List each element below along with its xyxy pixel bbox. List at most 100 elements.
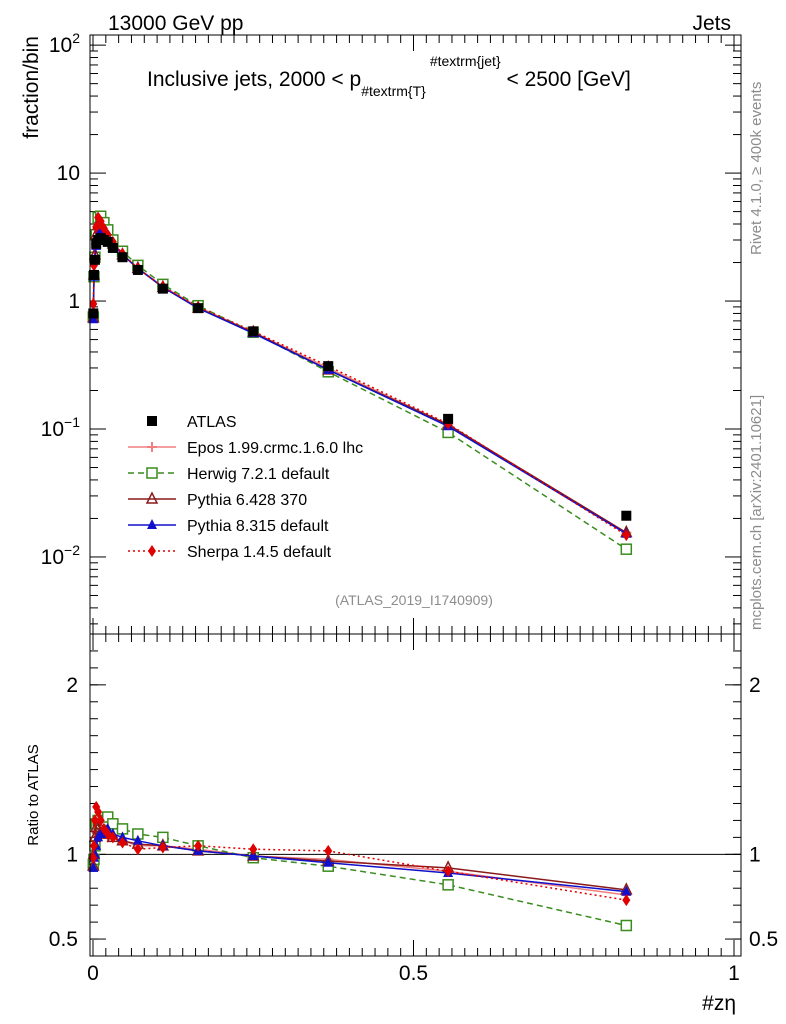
y-tick-label: 10	[57, 162, 80, 185]
data-point	[193, 303, 204, 314]
legend-entry: Herwig 7.2.1 default	[128, 466, 330, 483]
y-tick-exponent: −1	[64, 414, 80, 430]
data-point	[620, 919, 633, 932]
ratio-y-axis-label: Ratio to ATLAS	[25, 744, 42, 845]
data-point	[442, 879, 454, 891]
legend-label: Sherpa 1.4.5 default	[187, 544, 332, 561]
series-line	[92, 223, 627, 534]
data-point	[147, 416, 157, 426]
ratio-y-tick-label: 1	[66, 843, 78, 866]
series-pythia-6-428-370	[87, 217, 633, 538]
rivet-version: Rivet 4.1.0, ≥ 400k events	[748, 82, 765, 255]
legend-entry: ATLAS	[147, 414, 237, 431]
ratio-line	[92, 806, 627, 901]
data-point	[148, 545, 156, 557]
data-point	[147, 442, 157, 452]
analysis-watermark: (ATLAS_2019_I1740909)	[335, 592, 493, 608]
data-point	[89, 851, 98, 864]
data-point	[249, 843, 258, 856]
ratio-y-tick-label: 2	[66, 674, 78, 697]
data-point	[118, 836, 127, 849]
data-point	[89, 819, 103, 832]
ratio-series-herwig-7-2-1-default	[87, 811, 633, 932]
data-point	[94, 805, 103, 818]
y-tick-base: 10	[49, 34, 72, 57]
x-axis-label: #zη	[702, 992, 736, 1015]
legend-entry: Pythia 6.428 370	[128, 491, 307, 509]
ratio-y-tick-label-right: 1	[749, 843, 761, 866]
ratio-y-tick-label-right: 0.5	[749, 928, 778, 951]
data-point	[622, 529, 631, 542]
data-point	[323, 361, 334, 372]
data-point	[88, 308, 99, 319]
data-point	[96, 814, 105, 827]
y-tick-label: 1	[68, 290, 80, 313]
data-point	[89, 254, 100, 265]
y-tick-label: 10−1	[41, 414, 81, 441]
data-point	[89, 839, 98, 852]
data-point	[157, 283, 168, 294]
data-point	[621, 510, 632, 521]
ratio-y-tick-label: 0.5	[49, 928, 78, 951]
legend-label: Pythia 6.428 370	[187, 492, 307, 509]
data-point	[133, 843, 142, 856]
title-superscript: #textrm{jet}	[430, 53, 501, 69]
y-tick-label: 10−2	[41, 542, 81, 569]
data-point	[248, 326, 259, 337]
data-point	[145, 491, 159, 504]
ratio-ticks: 2 2 1 1 0.5 0.5 0 0.5 1	[49, 634, 778, 985]
y-axis-label: fraction/bin	[20, 36, 43, 139]
mcplots-credit: mcplots.cern.ch [arXiv:2401.10621]	[748, 395, 765, 630]
data-point	[621, 885, 632, 896]
data-point	[132, 264, 143, 275]
ratio-frame	[89, 633, 742, 957]
data-point	[92, 220, 101, 233]
header-category: Jets	[692, 12, 731, 35]
ratio-series	[87, 800, 633, 932]
data-point	[89, 297, 98, 310]
data-point	[117, 252, 128, 263]
ratio-line	[92, 815, 627, 927]
legend-label: Pythia 8.315 default	[187, 518, 329, 535]
legend: ATLAS Epos 1.99.crmc.1.6.0 lhc Herwig 7.2.…	[128, 414, 363, 561]
data-point	[443, 413, 454, 424]
data-point	[102, 236, 113, 247]
y-tick-exponent: −2	[64, 542, 80, 558]
data-point	[117, 831, 128, 842]
data-point	[146, 467, 158, 479]
ratio-line	[92, 827, 627, 893]
data-point	[107, 242, 118, 253]
data-point	[99, 222, 108, 235]
series-line	[92, 215, 627, 536]
y-tick-base: 10	[41, 546, 64, 569]
legend-entry: Sherpa 1.4.5 default	[128, 544, 332, 561]
y-tick-exponent: 2	[72, 30, 80, 46]
legend-label: Herwig 7.2.1 default	[187, 466, 330, 483]
data-point	[132, 834, 143, 845]
data-point	[324, 844, 333, 857]
data-point	[194, 839, 203, 852]
data-point	[158, 841, 167, 854]
title-subscript: #textrm{T}	[361, 83, 426, 99]
data-point	[444, 865, 453, 878]
data-point	[90, 814, 99, 827]
series-atlas	[88, 233, 632, 521]
data-point	[622, 894, 631, 907]
ratio-series-sherpa-1-4-5-default	[89, 800, 631, 907]
ratio-line	[92, 825, 627, 891]
plot-title: Inclusive jets, 2000 < p#textrm{T}#textr…	[147, 53, 631, 99]
series-sherpa-1-4-5-default	[89, 211, 631, 542]
legend-label: ATLAS	[187, 414, 237, 431]
main-series	[87, 210, 633, 555]
legend-label: Epos 1.99.crmc.1.6.0 lhc	[187, 440, 363, 457]
legend-entry: Pythia 8.315 default	[128, 518, 329, 535]
ratio-series-epos-1-99-crmc-1-6-0-lhc	[88, 815, 632, 900]
legend-entry: Epos 1.99.crmc.1.6.0 lhc	[128, 440, 363, 457]
title-text-a: Inclusive jets, 2000 < p	[147, 68, 361, 91]
x-tick-label: 1	[728, 962, 740, 985]
data-point	[108, 831, 117, 844]
header-process: 13000 GeV pp	[108, 12, 243, 35]
x-tick-label: 0	[87, 962, 99, 985]
